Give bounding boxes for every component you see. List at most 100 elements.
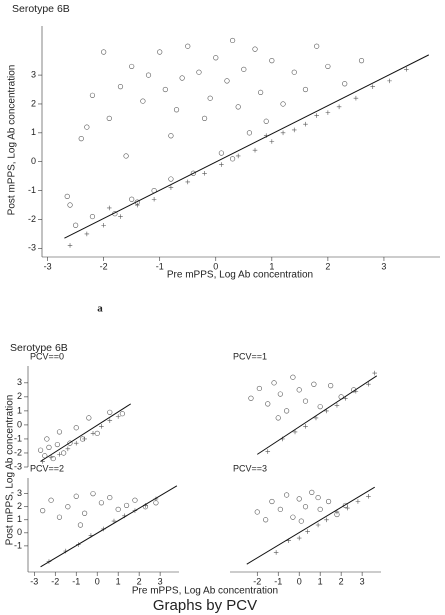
point <box>404 67 409 72</box>
note: Graphs by PCV <box>153 597 257 614</box>
point <box>119 411 125 417</box>
point <box>314 113 319 118</box>
point <box>302 504 309 510</box>
point <box>325 63 331 70</box>
point <box>56 514 63 520</box>
point <box>54 441 60 448</box>
point <box>201 115 208 121</box>
point <box>302 398 309 404</box>
point <box>246 130 253 136</box>
point <box>44 436 50 442</box>
y-tick-label: 2 <box>17 501 22 511</box>
x-tick-label: 3 <box>381 261 386 271</box>
point <box>106 115 112 121</box>
point <box>73 222 79 228</box>
point <box>61 450 67 456</box>
point <box>64 193 70 199</box>
point <box>311 381 317 387</box>
panel-letter: a <box>97 303 103 315</box>
point <box>48 454 54 460</box>
point <box>296 387 302 393</box>
point <box>190 170 196 176</box>
chart-title: Serotype 6B <box>12 3 70 15</box>
point <box>84 124 90 130</box>
point <box>309 489 315 495</box>
point <box>271 380 277 386</box>
point <box>118 214 123 219</box>
x-tick-label: 1 <box>318 576 323 586</box>
point <box>123 153 129 159</box>
point <box>325 110 331 115</box>
y-tick-label: -1 <box>14 540 22 550</box>
point <box>132 497 138 503</box>
point <box>115 506 121 512</box>
y-tick-label: 3 <box>31 69 36 79</box>
x-tick-label: -1 <box>156 261 164 271</box>
point <box>67 440 73 446</box>
point <box>218 150 224 156</box>
fit-line <box>40 485 178 568</box>
x-tick-label: 0 <box>213 261 218 271</box>
point <box>263 517 269 523</box>
point <box>358 58 365 64</box>
point <box>145 72 152 78</box>
x-tick-label: 2 <box>325 261 330 271</box>
fit-line <box>40 403 132 462</box>
point <box>280 130 286 136</box>
x-tick-label: 2 <box>137 576 142 586</box>
y-tick-label: 0 <box>17 419 22 429</box>
point <box>129 196 135 202</box>
y-tick-label: -3 <box>28 243 36 253</box>
point <box>342 502 348 509</box>
point <box>305 529 310 534</box>
point <box>207 95 213 101</box>
point <box>90 491 96 497</box>
point <box>366 381 371 387</box>
point <box>42 453 48 459</box>
point <box>296 535 302 541</box>
point <box>117 84 124 90</box>
y-tick-label: 2 <box>17 391 22 401</box>
fit-line <box>256 375 378 455</box>
y-tick-label: -2 <box>28 214 36 224</box>
point <box>265 449 271 454</box>
point <box>342 81 348 87</box>
point <box>263 118 269 124</box>
point <box>252 147 258 153</box>
point <box>325 498 332 505</box>
point <box>317 506 323 512</box>
point <box>82 510 88 516</box>
y-tick-label: -2 <box>14 447 22 457</box>
chart-title: PCV==0 <box>30 351 64 361</box>
point <box>256 385 262 392</box>
point <box>89 92 96 98</box>
x-tick-label: -2 <box>100 261 108 271</box>
point <box>269 58 275 64</box>
point <box>151 196 157 202</box>
point <box>86 415 92 421</box>
point <box>134 202 140 208</box>
point <box>290 374 296 380</box>
point <box>224 78 230 84</box>
y-tick-label: -3 <box>14 461 22 471</box>
point <box>248 395 254 401</box>
y-tick-label: 1 <box>17 514 22 524</box>
point <box>315 522 321 528</box>
point <box>168 176 174 182</box>
y-tick-label: 1 <box>31 127 36 137</box>
point <box>258 89 264 96</box>
point <box>106 205 112 211</box>
point <box>296 496 302 502</box>
point <box>185 179 191 185</box>
x-tick-label: 3 <box>360 576 365 586</box>
point <box>291 127 297 133</box>
point <box>73 440 79 446</box>
point <box>277 506 283 512</box>
point <box>168 133 174 139</box>
point <box>328 383 334 389</box>
point <box>99 424 104 429</box>
point <box>387 78 392 84</box>
point <box>46 444 52 450</box>
x-tick-label: 0 <box>297 576 302 586</box>
